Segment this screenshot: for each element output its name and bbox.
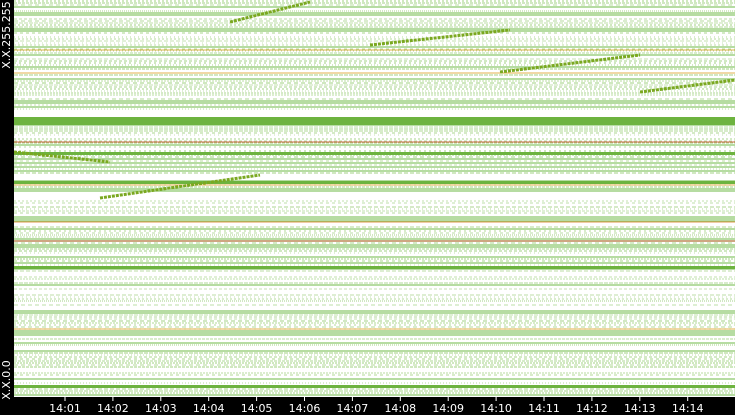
y-axis-top-label: X.X.255.255 bbox=[0, 1, 13, 69]
traffic-band bbox=[14, 266, 735, 269]
plot-area bbox=[13, 0, 735, 396]
x-tick-label: 14:04 bbox=[193, 402, 225, 415]
x-tick-label: 14:02 bbox=[97, 402, 129, 415]
scan-streak bbox=[499, 53, 641, 74]
traffic-band bbox=[14, 181, 735, 184]
traffic-band bbox=[14, 117, 735, 125]
scan-streak bbox=[229, 0, 311, 24]
x-tick-label: 14:11 bbox=[528, 402, 560, 415]
traffic-band bbox=[14, 385, 735, 388]
scan-streak bbox=[13, 150, 111, 164]
y-axis-strip bbox=[0, 0, 14, 415]
x-tick-label: 14:13 bbox=[624, 402, 656, 415]
traffic-band bbox=[14, 152, 735, 155]
x-tick-label: 14:12 bbox=[576, 402, 608, 415]
scan-streak bbox=[99, 173, 261, 200]
x-tick-label: 14:06 bbox=[289, 402, 321, 415]
y-axis-bottom-label: X.X.0.0 bbox=[0, 360, 13, 400]
x-tick-label: 14:01 bbox=[49, 402, 81, 415]
x-tick-label: 14:03 bbox=[145, 402, 177, 415]
x-tick-label: 14:07 bbox=[337, 402, 369, 415]
x-tick-label: 14:08 bbox=[384, 402, 416, 415]
x-axis-strip bbox=[0, 397, 735, 415]
x-tick-label: 14:10 bbox=[480, 402, 512, 415]
x-tick-label: 14:09 bbox=[432, 402, 464, 415]
x-tick-label: 14:14 bbox=[672, 402, 704, 415]
scan-streak bbox=[369, 28, 511, 47]
x-tick-label: 14:05 bbox=[241, 402, 273, 415]
